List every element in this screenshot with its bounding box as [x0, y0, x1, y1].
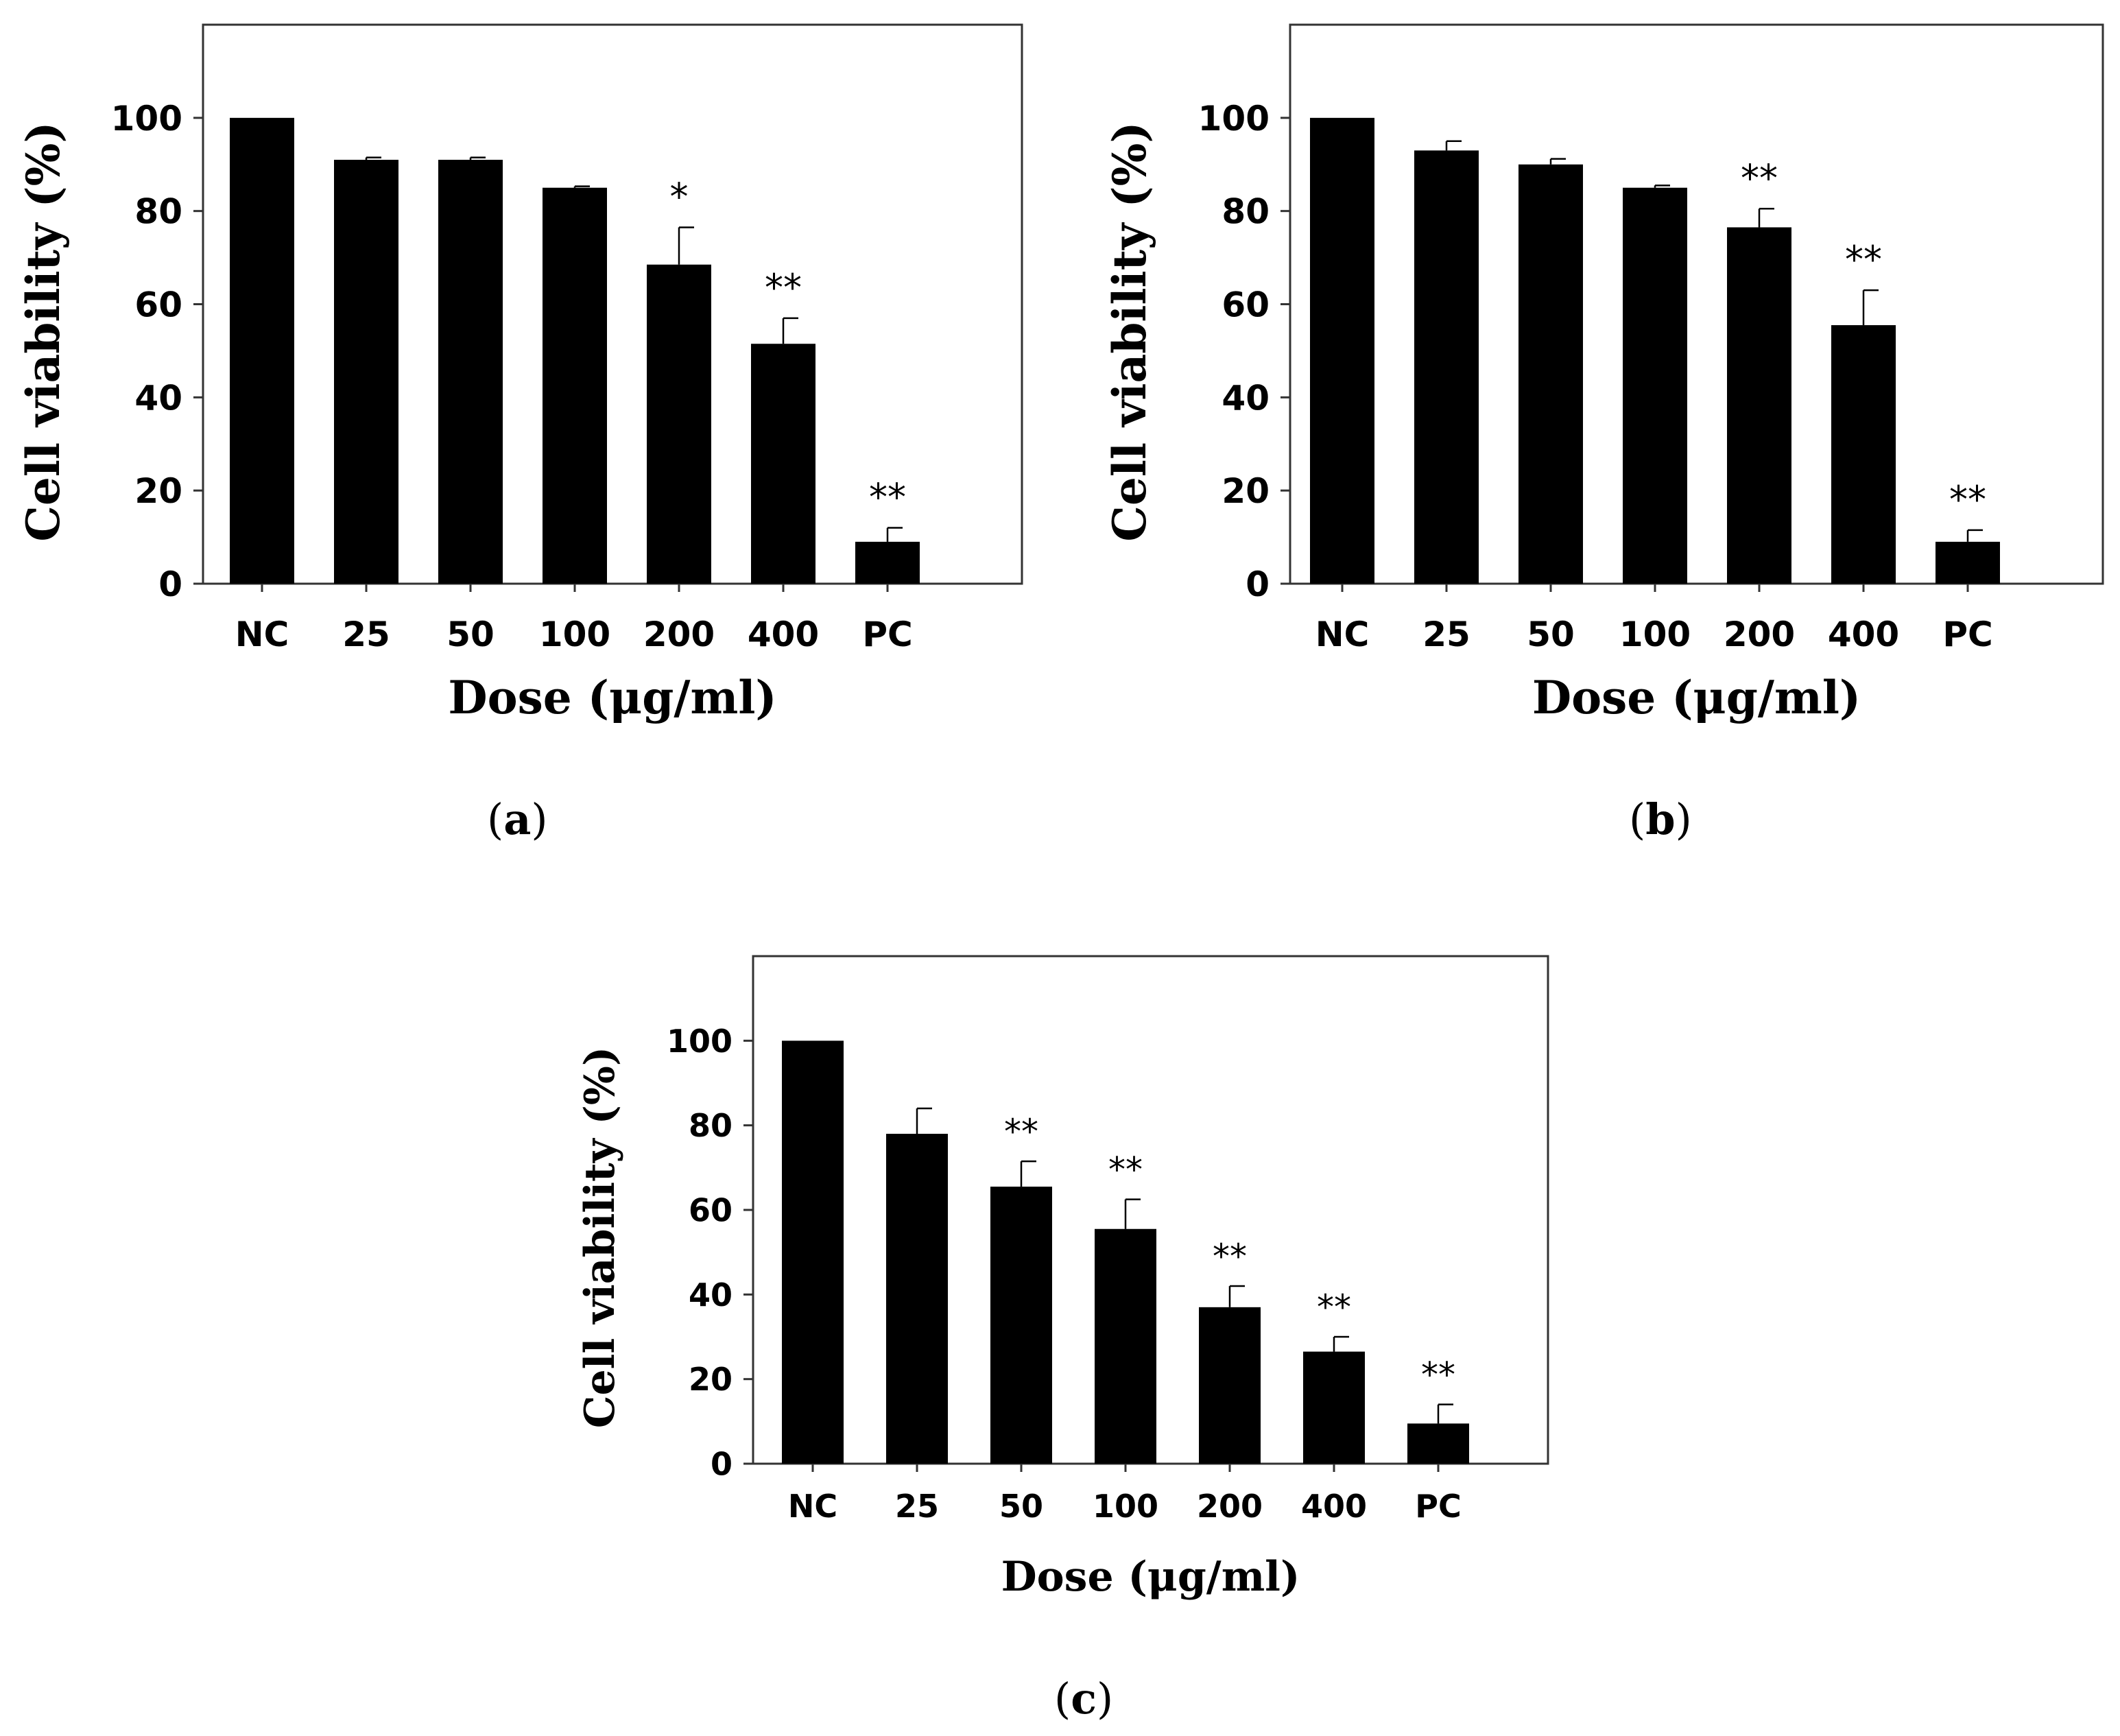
significance-label: * [670, 175, 689, 218]
bar [855, 541, 920, 584]
bar [1623, 187, 1687, 584]
significance-label: ** [1741, 156, 1778, 200]
y-tick-label: 40 [689, 1276, 733, 1313]
x-tick-label: 200 [643, 615, 715, 654]
x-tick-label: 50 [446, 615, 495, 654]
bar [1518, 164, 1583, 584]
y-tick-label: 60 [134, 285, 182, 325]
y-tick-label: 20 [134, 471, 182, 511]
x-tick-label: 200 [1197, 1488, 1263, 1525]
y-tick-label: 80 [134, 192, 182, 232]
significance-label: ** [1317, 1287, 1351, 1327]
x-tick-label: 100 [1619, 615, 1691, 654]
y-tick-label: 80 [1222, 192, 1270, 232]
y-tick-label: 60 [1222, 285, 1270, 325]
y-tick-label: 20 [689, 1361, 733, 1398]
bar [782, 1041, 844, 1464]
y-tick-label: 100 [1198, 99, 1270, 139]
bar [1199, 1307, 1261, 1464]
bar [886, 1134, 948, 1464]
x-axis-title: Dose (μg/ml) [1001, 1553, 1300, 1601]
x-tick-label: 400 [748, 615, 819, 654]
bar [334, 159, 398, 584]
bar [1303, 1351, 1365, 1464]
bar [647, 264, 711, 584]
bar [438, 159, 503, 584]
y-tick-label: 40 [134, 378, 182, 418]
significance-label: ** [1108, 1150, 1143, 1190]
significance-label: ** [765, 266, 802, 309]
x-tick-label: 100 [1093, 1488, 1158, 1525]
x-tick-label: 100 [539, 615, 610, 654]
y-tick-label: 20 [1222, 471, 1270, 511]
y-axis-title: Cell viability (%) [16, 121, 70, 541]
y-tick-label: 0 [1246, 564, 1270, 604]
panel-label-c: (c) [1054, 1674, 1114, 1724]
chart-a: 0 20 40 60 80 100 NC 25 50 100 200 * 400 ** PC ** Dose (… [16, 23, 1023, 724]
bar [1310, 117, 1374, 584]
x-tick-label: PC [862, 615, 912, 654]
bar [1414, 150, 1479, 584]
y-tick-label: 80 [689, 1107, 733, 1144]
bar [751, 344, 815, 584]
bar [1936, 541, 2000, 584]
bar [1831, 325, 1896, 584]
x-axis-title: Dose (μg/ml) [448, 671, 776, 724]
chart-c: 0 20 40 60 80 100 NC 25 50 ** 100 ** 200 ** 400 ** PC ** D… [576, 955, 1549, 1601]
significance-label: ** [1949, 478, 1986, 521]
significance-label: ** [1213, 1237, 1247, 1276]
x-tick-label: 200 [1724, 615, 1795, 654]
y-tick-label: 100 [667, 1023, 733, 1060]
x-tick-label: 50 [1527, 615, 1575, 654]
y-tick-label: 60 [689, 1192, 733, 1229]
significance-label: ** [1845, 238, 1882, 281]
y-axis-title: Cell viability (%) [576, 1047, 624, 1429]
x-tick-label: NC [235, 615, 289, 654]
significance-label: ** [1004, 1112, 1038, 1152]
bar [1095, 1228, 1156, 1464]
x-tick-label: 400 [1301, 1488, 1367, 1525]
significance-label: ** [869, 476, 906, 519]
significance-label: ** [1421, 1355, 1455, 1395]
x-tick-label: 25 [342, 615, 390, 654]
x-tick-label: NC [1315, 615, 1370, 654]
bar [1407, 1423, 1469, 1464]
chart-b: 0 20 40 60 80 100 NC 25 50 100 200 ** 400 ** PC ** Dose … [1103, 23, 2104, 724]
x-tick-label: PC [1415, 1488, 1461, 1525]
panel-label-a: (a) [487, 794, 548, 844]
x-tick-label: 400 [1828, 615, 1899, 654]
y-tick-label: 0 [711, 1446, 733, 1483]
panel-label-b: (b) [1629, 794, 1692, 844]
y-tick-label: 100 [111, 99, 182, 139]
bar [543, 187, 607, 584]
bar [1727, 227, 1791, 584]
y-tick-label: 40 [1222, 378, 1270, 418]
x-tick-label: PC [1942, 615, 1992, 654]
x-tick-label: 50 [999, 1488, 1043, 1525]
bar [990, 1187, 1052, 1464]
x-tick-label: NC [788, 1488, 837, 1525]
y-tick-label: 0 [158, 564, 182, 604]
x-axis-title: Dose (μg/ml) [1532, 671, 1861, 724]
bar [230, 117, 294, 584]
x-tick-label: 25 [895, 1488, 939, 1525]
x-tick-label: 25 [1422, 615, 1470, 654]
y-axis-title: Cell viability (%) [1103, 121, 1156, 541]
